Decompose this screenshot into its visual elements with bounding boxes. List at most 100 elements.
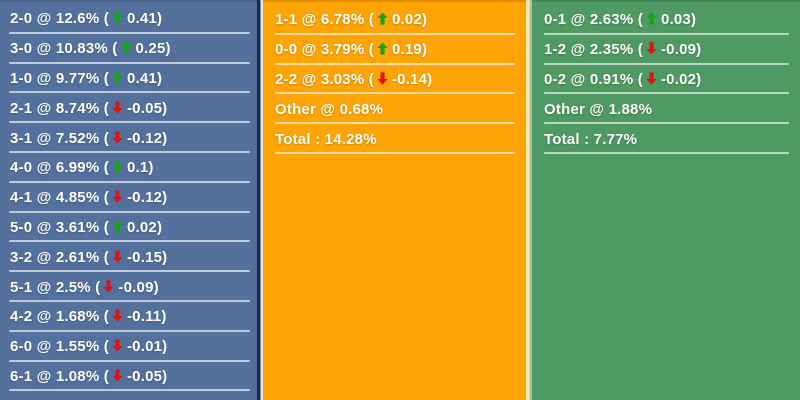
- change-value: 0.02: [391, 11, 422, 29]
- score-label: 1-0: [10, 69, 33, 87]
- row-divider: [275, 62, 515, 65]
- row-text: 3-2 @ 2.61% (-0.15): [10, 249, 167, 266]
- row-text: 2-0 @ 12.6% (0.41): [10, 10, 162, 27]
- trend-down-icon: [646, 41, 657, 58]
- open-paren: (: [633, 11, 643, 29]
- separator-text: @: [32, 367, 56, 385]
- home-scores-column: 2-0 @ 12.6% (0.41) 3-0 @ 10.83% (0.25) 1…: [0, 0, 257, 400]
- score-label: 4-0: [10, 159, 33, 177]
- row-divider: [544, 122, 789, 125]
- score-label: Other: [544, 100, 586, 118]
- score-label: 0-2: [544, 70, 567, 88]
- separator-text: @: [32, 10, 56, 28]
- close-paren: ): [421, 41, 428, 59]
- probability-value: 2.35%: [589, 41, 634, 59]
- close-paren: ): [696, 41, 702, 59]
- row-text: 1-2 @ 2.35% (-0.09): [544, 41, 701, 58]
- close-paren: ): [156, 69, 163, 87]
- separator-text: @: [297, 41, 321, 59]
- close-paren: ): [162, 248, 168, 266]
- row-divider: [275, 32, 515, 35]
- probability-value: 2.63%: [589, 11, 634, 29]
- separator-text: @: [566, 41, 590, 59]
- row-divider: [9, 31, 250, 34]
- separator-text: @: [32, 308, 56, 326]
- trend-down-icon: [103, 279, 115, 296]
- trend-down-icon: [112, 130, 123, 147]
- open-paren: (: [99, 159, 109, 177]
- open-paren: (: [364, 70, 374, 88]
- probability-value: 1.55%: [55, 338, 100, 356]
- trend-down-icon: [112, 189, 123, 206]
- close-paren: ): [161, 308, 167, 326]
- probability-value: 12.6%: [55, 10, 100, 28]
- score-label: 5-0: [10, 218, 33, 236]
- trend-down-icon: [112, 249, 123, 266]
- row-divider: [544, 32, 789, 35]
- close-paren: ): [156, 10, 163, 28]
- row-divider: [275, 151, 515, 154]
- change-value: -0.05: [126, 367, 163, 385]
- row-divider: [275, 122, 515, 125]
- row-text: 4-0 @ 6.99% (0.1): [10, 159, 154, 176]
- separator-text: @: [585, 100, 609, 118]
- open-paren: (: [99, 10, 109, 28]
- score-row: 6-1 @ 1.08% (-0.05): [0, 362, 257, 392]
- row-divider: [9, 61, 250, 64]
- probability-value: 8.74%: [55, 99, 100, 117]
- open-paren: (: [99, 308, 109, 326]
- score-row: 1-2 @ 2.35% (-0.09): [532, 35, 800, 65]
- probability-value: 6.99%: [55, 159, 100, 177]
- row-text: 6-1 @ 1.08% (-0.05): [10, 368, 167, 385]
- change-value: 0.03: [660, 11, 691, 29]
- score-row: 3-0 @ 10.83% (0.25): [0, 34, 257, 64]
- trend-down-icon: [646, 71, 657, 88]
- change-value: -0.14: [391, 70, 428, 88]
- open-paren: (: [633, 41, 643, 59]
- row-text: 5-0 @ 3.61% (0.02): [10, 219, 162, 236]
- probability-value: 3.79%: [320, 41, 365, 59]
- open-paren: (: [364, 11, 374, 29]
- probability-value: 14.28%: [324, 130, 377, 148]
- open-paren: (: [99, 189, 109, 207]
- score-row: 2-0 @ 12.6% (0.41): [0, 4, 257, 34]
- close-paren: ): [162, 338, 168, 356]
- score-row: 4-2 @ 1.68% (-0.11): [0, 302, 257, 332]
- row-divider: [9, 299, 250, 302]
- score-label: 3-0: [10, 40, 33, 58]
- probability-value: 1.88%: [608, 100, 653, 118]
- close-paren: ): [162, 367, 168, 385]
- probability-value: 0.68%: [339, 100, 384, 118]
- score-label: 2-1: [10, 99, 33, 117]
- trend-down-icon: [112, 338, 123, 355]
- change-value: -0.09: [660, 41, 697, 59]
- score-label: 3-2: [10, 248, 33, 266]
- score-label: 1-1: [275, 11, 298, 29]
- probability-value: 3.03%: [320, 70, 365, 88]
- score-label: Total: [275, 130, 311, 148]
- row-text: Other @ 0.68%: [275, 101, 383, 118]
- change-value: -0.02: [660, 70, 697, 88]
- row-divider: [275, 92, 515, 95]
- row-text: 2-1 @ 8.74% (-0.05): [10, 100, 167, 117]
- column-separator: [257, 0, 263, 400]
- separator-text: @: [32, 129, 56, 147]
- score-label: Total: [544, 130, 580, 148]
- row-text: 1-0 @ 9.77% (0.41): [10, 70, 162, 87]
- score-label: 4-1: [10, 189, 33, 207]
- score-row: 6-0 @ 1.55% (-0.01): [0, 332, 257, 362]
- score-row: 5-0 @ 3.61% (0.02): [0, 213, 257, 243]
- trend-down-icon: [112, 368, 123, 385]
- probability-value: 3.61%: [55, 218, 100, 236]
- change-value: -0.15: [126, 248, 163, 266]
- change-value: 0.41: [126, 69, 157, 87]
- close-paren: ): [153, 278, 159, 296]
- separator-text: @: [32, 189, 56, 207]
- trend-up-icon: [377, 11, 388, 28]
- trend-up-icon: [646, 11, 657, 28]
- row-text: 3-0 @ 10.83% (0.25): [10, 40, 171, 57]
- change-value: -0.12: [126, 189, 163, 207]
- score-label: 2-2: [275, 70, 298, 88]
- row-text: Other @ 1.88%: [544, 101, 652, 118]
